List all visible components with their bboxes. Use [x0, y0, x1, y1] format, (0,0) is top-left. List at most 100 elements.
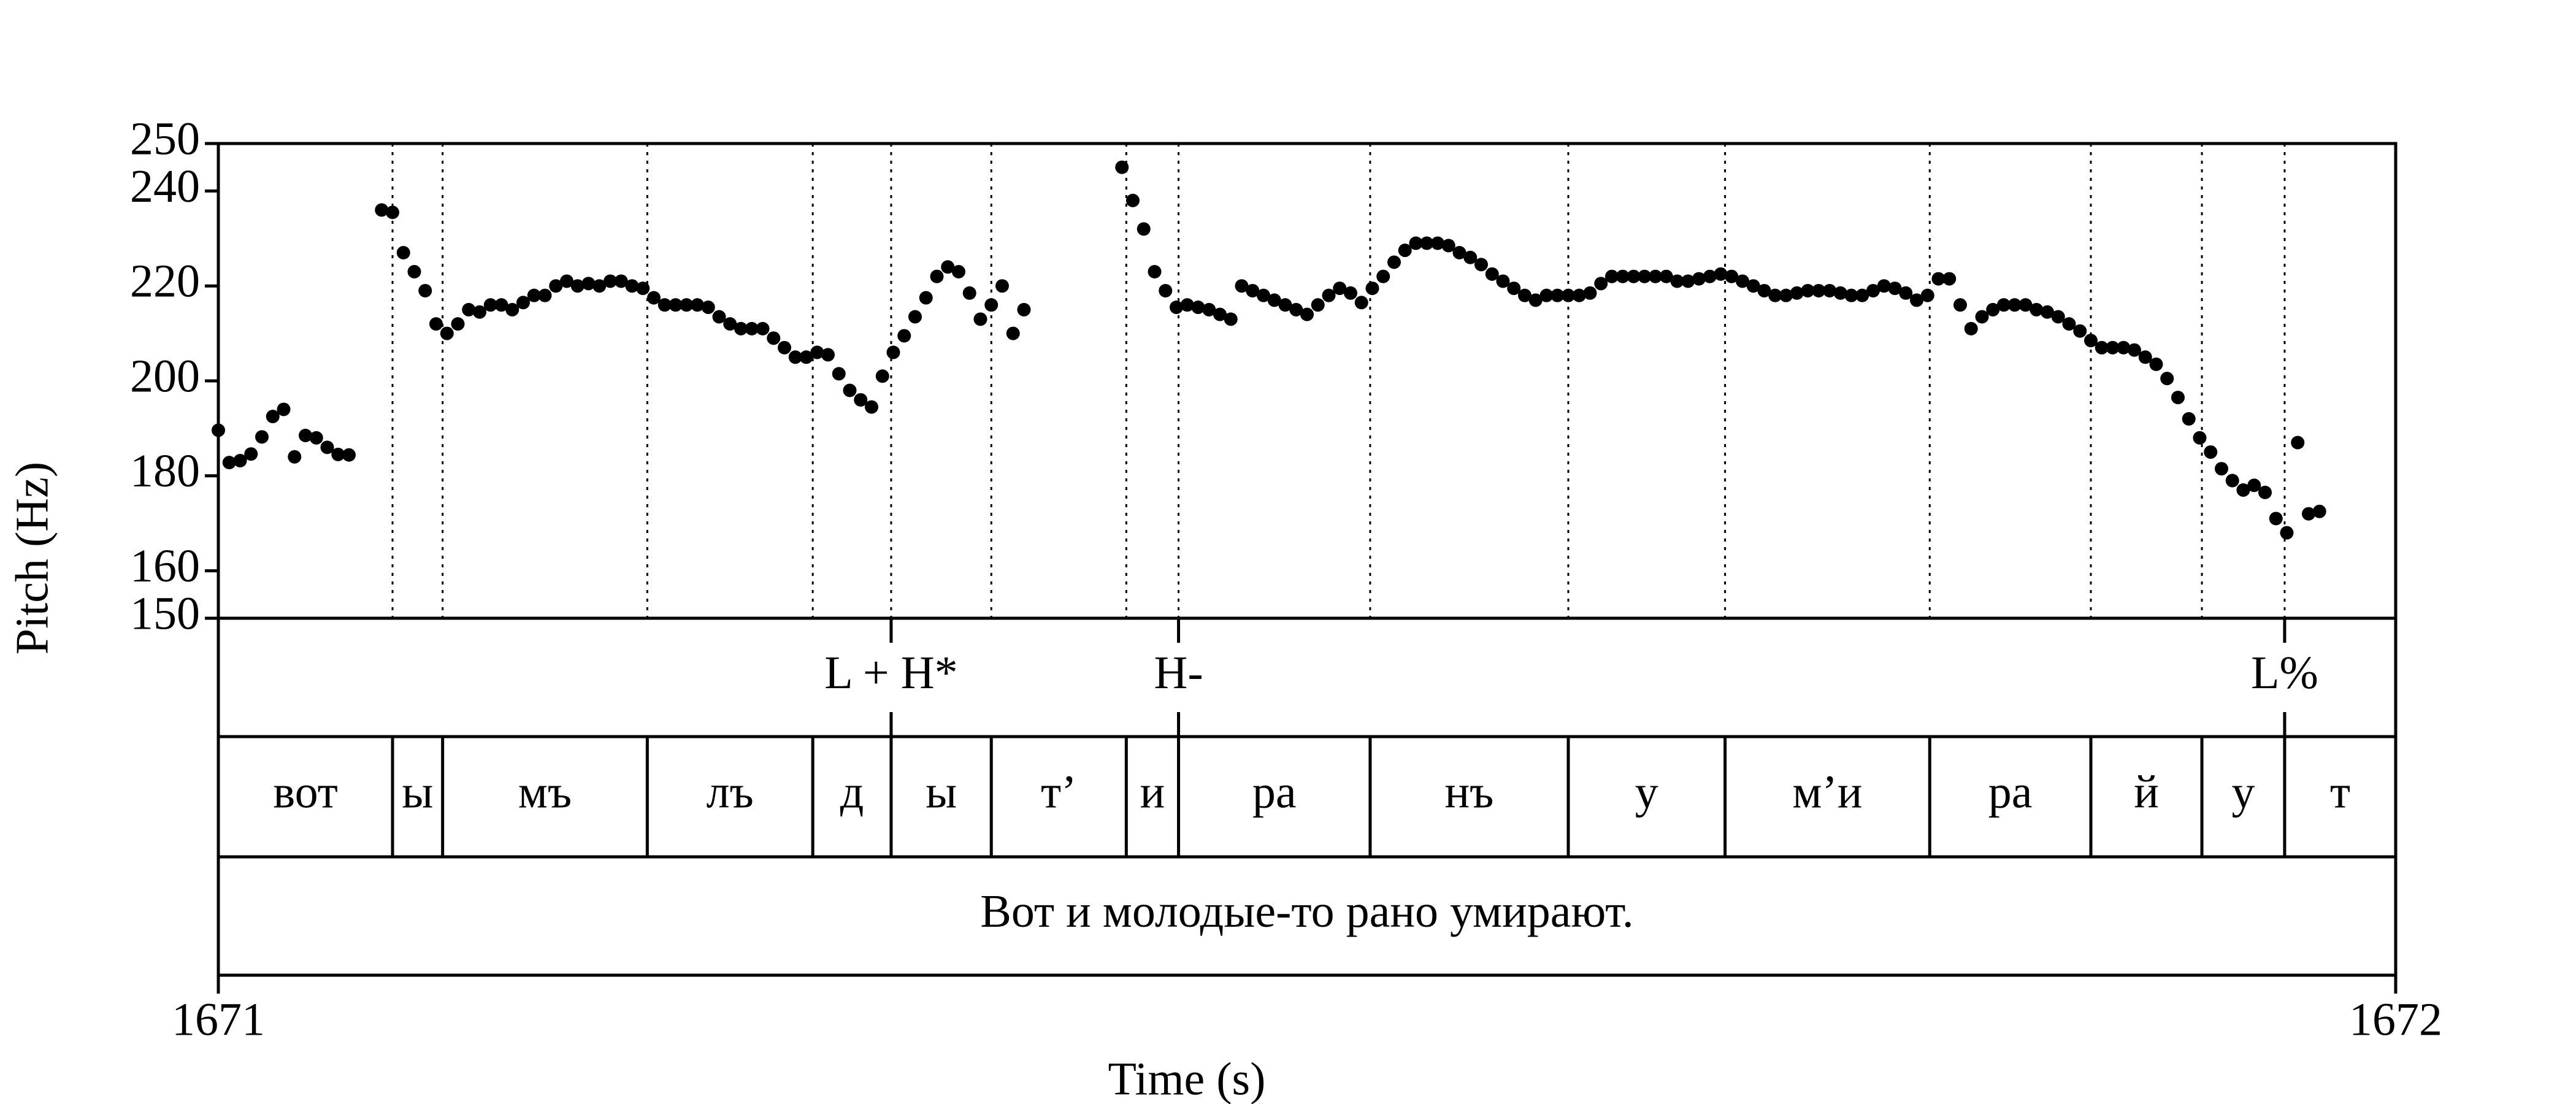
- syllable-label: д: [840, 766, 864, 818]
- pitch-point: [734, 321, 748, 335]
- syllable-label: ы: [926, 766, 957, 818]
- pitch-point: [462, 302, 476, 316]
- pitch-point: [1714, 267, 1728, 281]
- pitch-point: [429, 317, 443, 331]
- pitch-point: [1148, 264, 1162, 278]
- tone-label: H-: [1154, 647, 1203, 699]
- pitch-point: [832, 367, 846, 381]
- pitch-point: [1812, 283, 1826, 297]
- pitch-point: [1246, 283, 1260, 297]
- pitch-point: [2160, 372, 2174, 386]
- pitch-point: [669, 298, 683, 312]
- pitch-point: [1387, 255, 1401, 269]
- x-tick-label: 1671: [172, 994, 265, 1045]
- pitch-point: [1649, 269, 1662, 283]
- pitch-point: [2193, 431, 2207, 445]
- pitch-point: [1551, 288, 1565, 302]
- pitch-point: [1790, 286, 1804, 300]
- pitch-point: [2258, 485, 2272, 499]
- pitch-point: [2095, 340, 2109, 355]
- pitch-point: [952, 264, 965, 278]
- pitch-point: [2018, 298, 2033, 312]
- pitch-point: [2225, 473, 2239, 488]
- pitch-point: [1170, 301, 1183, 315]
- pitch-point: [1975, 310, 1989, 324]
- pitch-point: [1409, 236, 1423, 250]
- y-tick-label: 240: [130, 161, 200, 212]
- pitch-point: [1267, 293, 1281, 307]
- pitch-point: [1235, 279, 1249, 293]
- pitch-point: [767, 331, 781, 345]
- pitch-point: [2073, 324, 2087, 338]
- pitch-point: [1213, 307, 1227, 321]
- pitch-point: [331, 447, 345, 461]
- syllable-label: й: [2134, 766, 2159, 818]
- syllable-label: у: [1635, 766, 1658, 818]
- pitch-point: [418, 283, 432, 297]
- pitch-point: [2138, 350, 2152, 364]
- y-tick-label: 250: [130, 113, 200, 164]
- pitch-point: [875, 369, 889, 383]
- pitch-point: [788, 350, 802, 364]
- pitch-point: [636, 282, 650, 296]
- pitch-point: [299, 429, 312, 443]
- syllable-label: нъ: [1444, 766, 1493, 818]
- pitch-point: [1496, 274, 1510, 288]
- pitch-point: [1365, 282, 1379, 296]
- pitch-point: [1866, 283, 1880, 297]
- pitch-point: [1441, 239, 1455, 253]
- pitch-point: [1746, 279, 1760, 293]
- pitch-point: [854, 393, 868, 407]
- pitch-point: [2149, 357, 2163, 371]
- pitch-point: [560, 274, 573, 288]
- y-tick-label: 150: [130, 588, 200, 639]
- pitch-point: [1931, 272, 1945, 286]
- pitch-point: [2030, 302, 2044, 316]
- pitch-point: [1507, 282, 1521, 296]
- pitch-point: [2291, 435, 2305, 450]
- pitch-point: [222, 456, 236, 470]
- pitch-point: [1180, 298, 1194, 312]
- pitch-point: [908, 310, 922, 324]
- pitch-point: [691, 298, 704, 312]
- pitch-point: [2007, 298, 2022, 312]
- pitch-point: [756, 321, 770, 335]
- pitch-point: [1616, 269, 1630, 283]
- pitch-point: [614, 274, 628, 288]
- pitch-point: [973, 312, 987, 326]
- pitch-point: [941, 260, 955, 274]
- pitch-point: [2171, 391, 2185, 405]
- pitch-point: [2280, 526, 2294, 540]
- pitch-point: [2269, 512, 2283, 526]
- pitch-point: [2041, 305, 2054, 319]
- pitch-point: [1627, 269, 1641, 283]
- pitch-point: [930, 269, 944, 283]
- pitch-point: [1311, 298, 1325, 312]
- syllable-label: м’и: [1792, 766, 1862, 818]
- y-tick-label: 220: [130, 256, 200, 307]
- pitch-point: [1953, 298, 1967, 312]
- y-tick-label: 200: [130, 350, 200, 402]
- pitch-point: [483, 298, 497, 312]
- pitch-point: [1257, 288, 1270, 302]
- pitch-point: [1300, 307, 1314, 321]
- pitch-point: [778, 340, 791, 355]
- pitch-point: [309, 431, 323, 445]
- pitch-point: [1474, 258, 1488, 272]
- pitch-point: [1159, 283, 1173, 297]
- pitch-point: [1844, 288, 1858, 302]
- pitch-point: [549, 279, 563, 293]
- pitch-point: [1670, 274, 1684, 288]
- syllable-label: вот: [273, 766, 338, 818]
- pitch-point: [451, 317, 465, 331]
- syllable-label: ра: [1252, 766, 1297, 818]
- pitch-point: [407, 264, 421, 278]
- pitch-point: [2312, 504, 2326, 518]
- x-tick-label: 1672: [2349, 994, 2442, 1045]
- pitch-point: [995, 279, 1009, 293]
- syllable-label: лъ: [707, 766, 754, 818]
- y-tick-label: 160: [130, 540, 200, 592]
- tone-label: L + H*: [824, 647, 957, 699]
- pitch-point: [1833, 286, 1847, 300]
